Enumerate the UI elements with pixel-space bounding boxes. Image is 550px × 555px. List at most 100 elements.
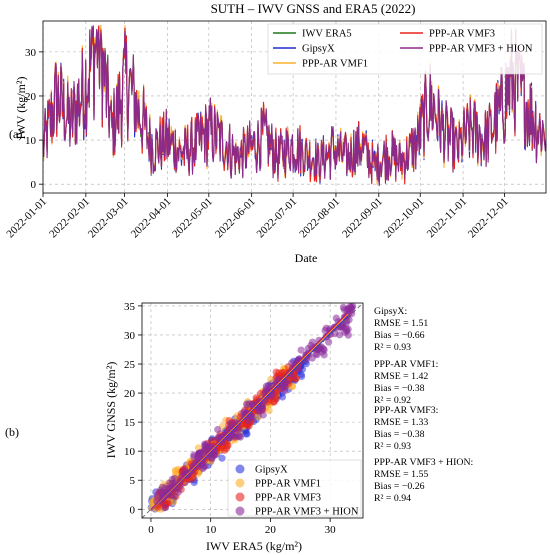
chart-b-y-label: IWV GNSS (kg/m²)	[104, 362, 118, 459]
y-tick-label: 15	[124, 417, 136, 429]
legend-a-gipsyx-label: GipsyX	[302, 44, 335, 55]
x-tick-label: 2022-01-01	[4, 196, 49, 241]
stats-vmf3-name: PPP-AR VMF3:	[374, 405, 438, 416]
scatter-point	[222, 444, 231, 453]
legend-a-era5-label: IWV ERA5	[302, 29, 352, 40]
scatter-point	[320, 351, 328, 359]
chart-a-x-ticks: 2022-01-012022-02-012022-03-012022-04-01…	[4, 193, 511, 241]
scatter-point	[226, 433, 234, 441]
x-tick-label: 2022-03-01	[86, 196, 131, 241]
legend-b-hion-label: PPP-AR VMF3 + HION	[255, 507, 359, 518]
fit-line-gipsyx	[150, 315, 349, 512]
scatter-point	[208, 437, 216, 445]
chart-a-y-label: IWV (kg/m²)	[14, 76, 28, 139]
legend-b-vmf3-marker	[235, 492, 245, 502]
y-tick-label: 10	[25, 135, 37, 147]
chart-b-x-ticks: 0 10 20 30	[148, 518, 336, 536]
chart-b-legend: GipsyX PPP-AR VMF1 PPP-AR VMF3 PPP-AR VM…	[227, 459, 362, 518]
x-tick-label: 2022-11-01	[425, 196, 469, 240]
x-tick-label: 2022-04-01	[129, 196, 174, 241]
scatter-point	[265, 406, 273, 415]
stats-hion-name: PPP-AR VMF3 + HION:	[374, 457, 473, 468]
scatter-point	[161, 504, 169, 512]
scatter-point	[195, 449, 203, 458]
panel-label-b: (b)	[5, 425, 19, 439]
legend-b-gipsyx-marker	[235, 464, 245, 474]
chart-a-title: SUTH – IWV GNSS and ERA5 (2022)	[211, 1, 416, 16]
x-tick-label: 10	[205, 524, 217, 536]
scatter-point	[344, 331, 352, 339]
stats-vmf1-bias: Bias = −0.38	[374, 383, 425, 394]
chart-a-legend: IWV ERA5 GipsyX PPP-AR VMF1 PPP-AR VMF3 …	[267, 23, 543, 75]
legend-a-vmf1-label: PPP-AR VMF1	[302, 59, 368, 70]
x-tick-label: 2022-05-01	[170, 196, 215, 241]
y-tick-label: 20	[25, 91, 37, 103]
stats-vmf1-r2: R² = 0.92	[374, 395, 411, 406]
scatter-point	[297, 346, 305, 354]
y-tick-label: 10	[124, 446, 136, 458]
stats-hion-rmse: RMSE = 1.55	[374, 469, 428, 480]
scatter-point	[344, 325, 352, 333]
scatter-point	[298, 372, 306, 380]
scatter-point	[325, 338, 333, 346]
y-tick-label: 35	[124, 301, 136, 313]
legend-b-gipsyx-label: GipsyX	[255, 465, 288, 476]
stats-vmf3-bias: Bias = −0.38	[374, 429, 425, 440]
x-tick-label: 2022-07-01	[254, 196, 299, 241]
x-tick-label: 30	[325, 524, 337, 536]
y-tick-label: 25	[124, 359, 136, 371]
y-tick-label: 20	[124, 388, 136, 400]
x-tick-label: 2022-09-01	[340, 196, 385, 241]
chart-a-x-label: Date	[295, 251, 318, 265]
chart-b-plot-area	[141, 302, 364, 519]
scatter-point	[259, 411, 267, 419]
scatter-point	[345, 316, 353, 324]
scatter-point	[168, 491, 176, 499]
scatter-point	[344, 305, 352, 313]
scatter-point	[201, 440, 209, 448]
chart-b-points	[147, 302, 357, 513]
stats-vmf1-name: PPP-AR VMF1:	[374, 359, 438, 370]
x-tick-label: 2022-10-01	[382, 196, 427, 241]
stats-gipsyx-r2: R² = 0.93	[374, 342, 411, 353]
stats-hion-r2: R² = 0.94	[374, 493, 411, 504]
stats-gipsyx-bias: Bias = −0.66	[374, 330, 425, 341]
legend-b-vmf3-label: PPP-AR VMF3	[255, 493, 321, 504]
stats-block: GipsyX: RMSE = 1.51 Bias = −0.66 R² = 0.…	[374, 306, 473, 504]
fit-line-vmf3	[150, 312, 349, 511]
chart-a-y-ticks: 0 10 20 30	[25, 47, 43, 191]
scatter-point	[200, 463, 208, 471]
chart-b-x-label: IWV ERA5 (kg/m²)	[206, 539, 302, 553]
scatter-point	[214, 425, 222, 434]
chart-a-series	[42, 24, 547, 187]
stats-gipsyx-rmse: RMSE = 1.51	[374, 318, 428, 329]
fit-line-hion	[150, 311, 349, 510]
x-tick-label: 2022-08-01	[297, 196, 342, 241]
scatter-point	[159, 492, 167, 501]
y-tick-label: 0	[31, 179, 37, 191]
scatter-point	[277, 384, 285, 392]
legend-b-hion-marker	[235, 506, 245, 516]
legend-a-vmf3-label: PPP-AR VMF3	[429, 29, 495, 40]
y-tick-label: 30	[124, 330, 136, 342]
stats-gipsyx-name: GipsyX:	[374, 306, 407, 317]
y-tick-label: 30	[25, 47, 37, 59]
scatter-point	[235, 432, 243, 440]
legend-a-hion-label: PPP-AR VMF3 + HION	[429, 44, 533, 55]
scatter-point	[174, 488, 182, 496]
y-tick-label: 0	[130, 504, 136, 516]
x-tick-label: 2022-12-01	[466, 196, 511, 241]
legend-b-vmf1-label: PPP-AR VMF1	[255, 479, 321, 490]
legend-b-vmf1-marker	[235, 478, 245, 488]
y-tick-label: 5	[130, 475, 136, 487]
x-tick-label: 0	[148, 524, 154, 536]
scatter-point	[244, 417, 252, 425]
stats-vmf1-rmse: RMSE = 1.42	[374, 371, 428, 382]
scatter-point	[242, 400, 251, 408]
stats-vmf3-rmse: RMSE = 1.33	[374, 417, 428, 428]
x-tick-label: 2022-02-01	[47, 196, 92, 241]
stats-hion-bias: Bias = −0.26	[374, 481, 425, 492]
x-tick-label: 20	[265, 524, 277, 536]
scatter-point	[218, 454, 226, 462]
